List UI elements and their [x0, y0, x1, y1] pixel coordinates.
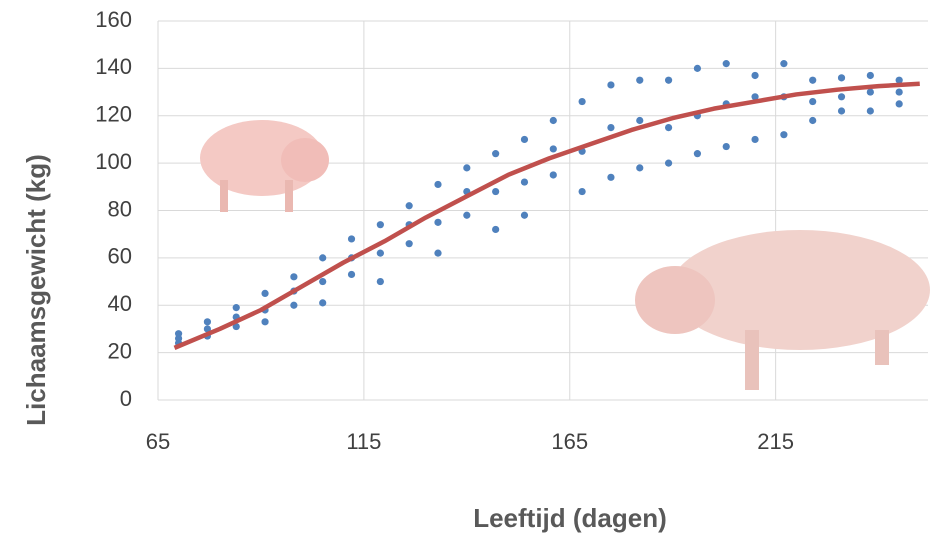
data-point	[520, 135, 529, 144]
data-point	[607, 81, 615, 89]
data-point	[607, 173, 615, 181]
x-tick-label: 65	[146, 429, 170, 454]
data-point	[434, 249, 442, 257]
data-point	[492, 225, 500, 234]
data-point	[405, 202, 413, 210]
data-point	[261, 289, 269, 298]
data-point	[636, 164, 644, 172]
y-tick-label: 0	[120, 386, 132, 411]
y-tick-label: 40	[108, 291, 132, 316]
data-point	[203, 325, 212, 333]
data-point	[261, 318, 269, 326]
y-tick-label: 100	[95, 149, 132, 174]
y-tick-label: 140	[95, 54, 132, 79]
data-point	[434, 218, 442, 226]
data-point	[578, 97, 586, 106]
data-point	[463, 211, 471, 219]
data-point	[232, 322, 240, 331]
y-tick-label: 60	[108, 244, 132, 269]
data-point	[549, 116, 557, 125]
data-point	[664, 123, 673, 132]
data-point	[837, 74, 846, 82]
piglet-image	[200, 120, 329, 212]
data-point	[376, 249, 384, 257]
x-tick-label: 165	[551, 429, 588, 454]
data-point	[549, 171, 557, 179]
data-point	[347, 270, 356, 279]
data-point	[895, 76, 903, 84]
data-point	[290, 301, 298, 309]
data-point	[837, 93, 846, 101]
data-point	[463, 164, 471, 172]
data-point	[520, 178, 529, 186]
pig-image	[635, 230, 930, 390]
data-point	[405, 240, 413, 248]
data-point	[319, 254, 327, 262]
data-point	[895, 88, 903, 96]
data-point	[434, 180, 442, 189]
data-point	[722, 60, 730, 68]
data-point	[722, 142, 730, 151]
data-point	[203, 318, 212, 326]
data-point	[319, 299, 327, 307]
data-point	[693, 150, 702, 158]
data-point	[751, 93, 759, 101]
data-point	[809, 116, 817, 125]
data-point	[492, 150, 500, 158]
data-point	[290, 273, 298, 281]
data-point	[520, 211, 529, 219]
data-point	[780, 131, 788, 139]
data-point	[347, 235, 356, 243]
data-point	[664, 76, 673, 84]
data-point	[376, 277, 384, 286]
data-point	[636, 76, 644, 84]
data-point	[492, 187, 500, 196]
data-point	[578, 187, 586, 196]
y-tick-label: 80	[108, 196, 132, 221]
y-tick-label: 160	[95, 7, 132, 32]
data-point	[866, 88, 874, 96]
data-point	[607, 123, 615, 132]
data-point	[780, 60, 788, 68]
data-point	[866, 71, 874, 80]
y-axis-title: Lichaamsgewicht (kg)	[21, 154, 51, 426]
data-point	[636, 116, 644, 125]
x-tick-label: 215	[757, 429, 794, 454]
data-point	[837, 107, 846, 115]
marks	[173, 60, 920, 350]
data-point	[174, 330, 183, 338]
data-point	[664, 159, 673, 167]
data-point	[693, 64, 702, 72]
y-tick-label: 20	[108, 338, 132, 363]
x-tick-label: 115	[346, 429, 381, 454]
data-point	[376, 221, 384, 229]
data-point	[751, 135, 759, 144]
x-axis-title: Leeftijd (dagen)	[473, 503, 667, 533]
data-point	[866, 107, 874, 115]
data-point	[751, 71, 759, 80]
data-point	[549, 145, 557, 153]
y-tick-label: 120	[95, 102, 132, 127]
data-point	[809, 97, 817, 106]
data-point	[895, 100, 903, 108]
data-point	[319, 277, 327, 286]
data-point	[232, 304, 240, 312]
data-point	[809, 76, 817, 84]
trend-line	[173, 81, 920, 350]
